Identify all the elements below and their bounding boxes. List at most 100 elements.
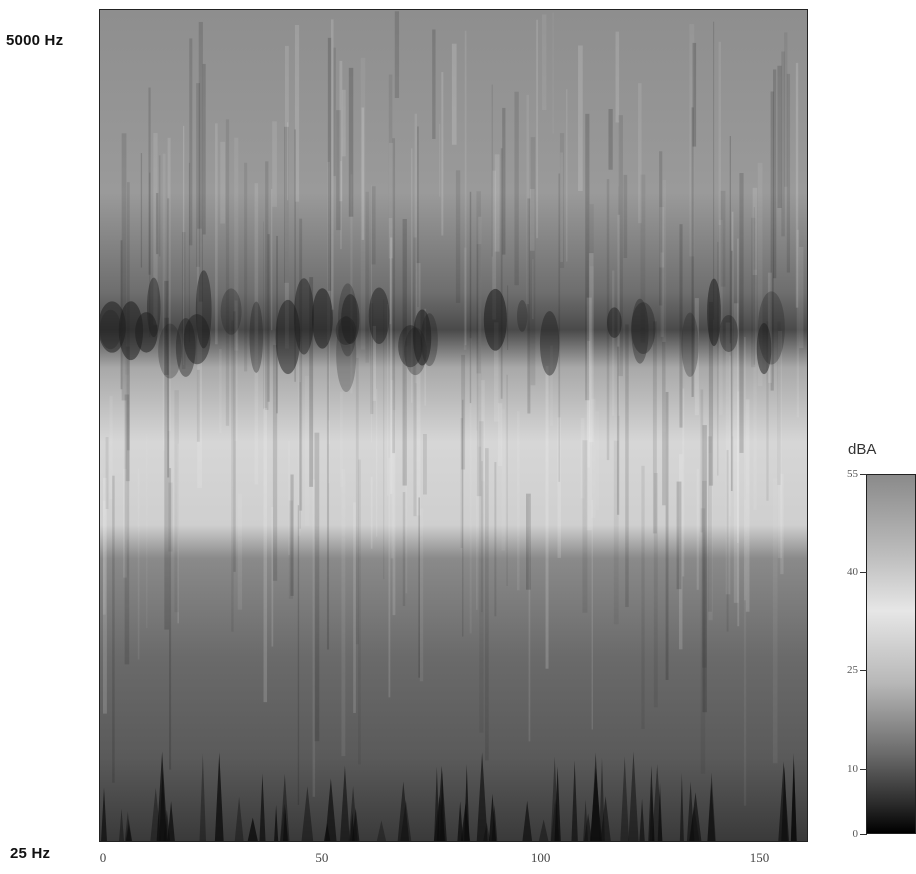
texture-streak [708,301,714,486]
texture-streak [595,411,600,510]
texture-spike [340,765,350,841]
texture-spike [439,770,445,841]
texture-streak [478,216,482,447]
texture-streak [419,508,424,682]
texture-streak [164,280,169,375]
texture-streak [149,172,151,338]
texture-spike [124,811,131,841]
texture-streak [168,482,173,552]
texture-streak [153,133,158,325]
texture-streak [105,437,109,509]
texture-spike [282,806,288,841]
colorbar-title: dBA [848,441,877,458]
texture-streak [169,468,172,770]
texture-streak [528,496,531,742]
texture-streak [707,436,712,612]
texture-streak [388,457,391,698]
texture-spike [325,778,337,841]
texture-streak [729,135,731,344]
texture-streak [167,137,171,431]
texture-streak [753,269,757,510]
texture-streak [530,137,536,386]
texture-streak [327,420,330,484]
texture-streak [580,417,585,499]
texture-streak [682,388,685,577]
colorbar-tick [860,572,867,574]
texture-streak [744,336,746,601]
texture-streak [492,170,497,320]
texture-spike [550,799,560,841]
x-tick-label: 150 [749,850,770,865]
texture-spike [651,764,663,841]
texture-streak [494,154,500,252]
texture-streak [371,186,376,265]
texture-streak [394,11,400,98]
texture-streak [219,348,222,433]
texture-streak [494,462,497,617]
texture-streak [777,321,781,486]
texture-streak [662,341,666,506]
texture-spike [488,793,497,841]
texture-spike [376,820,387,841]
texture-streak [502,107,506,255]
texture-streak [330,19,334,310]
texture-streak [288,440,290,556]
texture-streak [464,30,467,346]
texture-streak [365,191,369,363]
texture-streak [189,38,193,246]
texture-streak [333,47,336,177]
texture-streak [123,468,127,578]
texture-streak [341,469,346,757]
texture-spike [159,770,167,841]
texture-streak [361,107,365,240]
texture-streak [299,382,302,529]
texture-streak [304,375,310,526]
texture-streak [348,67,354,217]
texture-streak [272,121,277,207]
texture-blob [631,298,649,364]
texture-streak [497,403,503,467]
texture-streak [297,341,301,536]
texture-streak [451,43,457,145]
texture-blob [336,315,357,392]
texture-streak [625,324,629,608]
texture-streak [729,355,732,517]
texture-streak [125,346,130,482]
texture-spike [460,803,471,841]
texture-streak [678,454,683,650]
colorbar-tick-label: 10 [847,762,858,775]
texture-streak [696,468,699,590]
texture-blob [118,301,144,361]
texture-streak [479,421,484,733]
texture-streak [254,183,259,485]
texture-spike [550,756,559,841]
texture-streak [799,246,804,349]
texture-streak [137,468,140,660]
texture-spike [657,783,663,841]
texture-spike [397,781,410,841]
texture-streak [294,129,296,382]
texture-streak [162,153,166,451]
texture-streak [476,244,482,497]
texture-streak [231,320,234,632]
texture-streak [148,87,151,275]
texture-streak [588,253,594,442]
texture-streak [753,207,755,365]
texture-spike [119,808,125,841]
texture-streak [197,228,203,488]
texture-streak [326,342,330,650]
texture-streak [582,440,588,613]
texture-streak [507,285,509,350]
colorbar-tick-label: 25 [847,664,858,677]
texture-streak [418,497,420,678]
texture-streak [196,83,201,267]
texture-spike [679,772,684,841]
texture-spike [600,796,611,841]
texture-spike [522,800,533,841]
colorbar-tick [860,834,867,835]
texture-streak [155,192,159,255]
texture-streak [525,493,531,590]
texture-streak [743,499,747,806]
texture-streak [286,122,289,201]
y-bottom-label: 25 Hz [10,845,51,862]
